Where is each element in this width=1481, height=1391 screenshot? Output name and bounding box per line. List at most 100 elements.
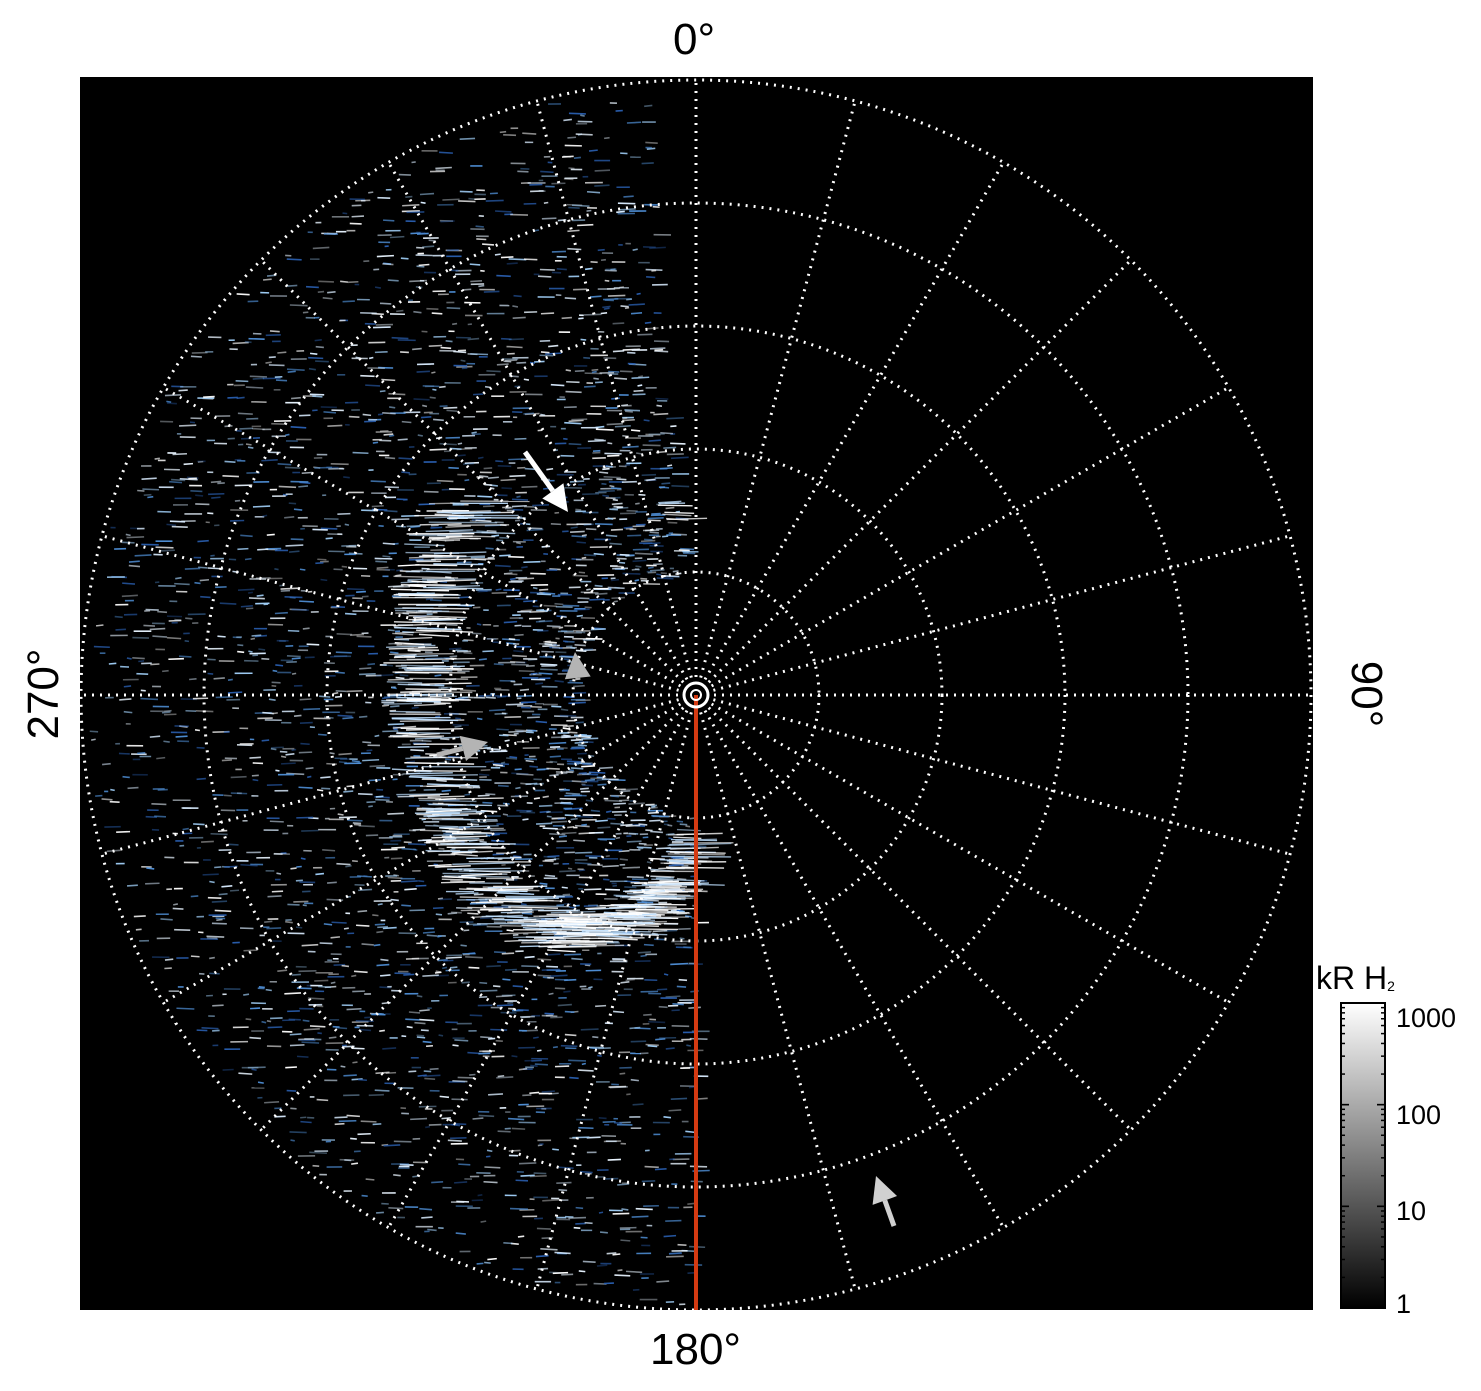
- aurora-speck: [608, 1159, 621, 1160]
- aurora-speck: [485, 761, 494, 762]
- aurora-speck: [481, 1221, 487, 1222]
- aurora-speck: [547, 749, 556, 750]
- aurora-speck: [380, 303, 391, 304]
- aurora-speck: [622, 482, 637, 483]
- aurora-speck: [649, 820, 660, 821]
- aurora-speck: [521, 610, 533, 611]
- colorbar-tick-label: 1: [1396, 1289, 1411, 1320]
- aurora-speck: [451, 912, 462, 913]
- aurora-speck: [243, 994, 249, 995]
- aurora-speck: [272, 686, 277, 687]
- aurora-speck: [209, 958, 215, 959]
- aurora-speck: [646, 277, 655, 278]
- aurora-speck: [318, 281, 334, 282]
- aurora-speck: [284, 517, 294, 518]
- aurora-speck: [266, 928, 281, 929]
- aurora-speck: [509, 339, 524, 340]
- aurora-speck: [535, 1064, 548, 1065]
- aurora-speck: [651, 270, 656, 271]
- aurora-speck: [241, 606, 253, 607]
- aurora-speck: [259, 987, 265, 988]
- aurora-streak: [447, 525, 509, 526]
- aurora-speck: [367, 664, 375, 665]
- aurora-speck: [277, 970, 287, 971]
- aurora-speck: [274, 569, 278, 570]
- aurora-streak: [398, 747, 430, 748]
- aurora-speck: [243, 950, 257, 951]
- aurora-speck: [610, 823, 623, 824]
- aurora-speck: [91, 739, 96, 740]
- aurora-speck: [269, 699, 276, 700]
- aurora-speck: [663, 1117, 671, 1118]
- aurora-speck: [576, 739, 581, 740]
- aurora-speck: [388, 1208, 403, 1209]
- aurora-speck: [424, 492, 439, 493]
- aurora-streak: [426, 841, 467, 842]
- aurora-speck: [505, 360, 517, 361]
- aurora-streak: [405, 689, 456, 690]
- aurora-speck: [578, 1128, 593, 1129]
- aurora-speck: [575, 852, 592, 853]
- aurora-speck: [298, 486, 308, 487]
- aurora-speck: [414, 399, 430, 400]
- aurora-speck: [421, 1030, 429, 1031]
- aurora-speck: [479, 983, 487, 984]
- aurora-speck: [512, 656, 527, 657]
- aurora-speck: [498, 1131, 511, 1132]
- aurora-speck: [312, 529, 327, 530]
- aurora-speck: [496, 996, 513, 997]
- aurora-speck: [248, 1067, 266, 1068]
- aurora-speck: [128, 788, 139, 789]
- aurora-speck: [585, 965, 590, 966]
- aurora-speck: [595, 820, 608, 821]
- aurora-speck: [621, 789, 638, 790]
- aurora-speck: [649, 247, 666, 248]
- aurora-speck: [237, 294, 250, 295]
- aurora-speck: [545, 642, 557, 643]
- aurora-speck: [613, 323, 625, 324]
- aurora-speck: [619, 791, 630, 792]
- aurora-speck: [536, 610, 544, 611]
- aurora-speck: [520, 689, 529, 690]
- aurora-speck: [262, 515, 267, 516]
- aurora-speck: [310, 394, 324, 395]
- aurora-speck: [488, 477, 499, 478]
- aurora-speck: [473, 1118, 484, 1119]
- aurora-speck: [430, 449, 447, 450]
- aurora-speck: [486, 697, 496, 698]
- aurora-speck: [631, 377, 649, 378]
- aurora-speck: [494, 952, 506, 953]
- aurora-speck: [303, 628, 310, 629]
- aurora-speck: [526, 761, 534, 762]
- aurora-speck: [129, 566, 140, 567]
- aurora-speck: [587, 210, 592, 211]
- aurora-speck: [538, 673, 552, 674]
- aurora-speck: [557, 269, 567, 270]
- aurora-speck: [289, 1019, 301, 1020]
- aurora-speck: [401, 258, 409, 259]
- aurora-speck: [474, 894, 484, 895]
- aurora-speck: [408, 586, 426, 587]
- aurora-speck: [543, 796, 549, 797]
- aurora-speck: [430, 1069, 439, 1070]
- aurora-speck: [597, 1265, 607, 1266]
- aurora-speck: [278, 464, 292, 465]
- aurora-speck: [666, 1256, 684, 1257]
- aurora-speck: [421, 202, 426, 203]
- aurora-speck: [184, 464, 193, 465]
- aurora-speck: [450, 849, 455, 850]
- aurora-speck: [440, 739, 449, 740]
- aurora-speck: [600, 1232, 608, 1233]
- aurora-speck: [478, 286, 484, 287]
- aurora-speck: [429, 346, 442, 347]
- aurora-speck: [176, 736, 188, 737]
- aurora-speck: [561, 736, 569, 737]
- aurora-speck: [358, 794, 373, 795]
- aurora-speck: [309, 1152, 327, 1153]
- aurora-speck: [666, 834, 675, 835]
- aurora-speck: [581, 738, 598, 739]
- aurora-speck: [352, 861, 358, 862]
- aurora-speck: [275, 665, 283, 666]
- aurora-speck: [271, 749, 277, 750]
- aurora-speck: [660, 468, 673, 469]
